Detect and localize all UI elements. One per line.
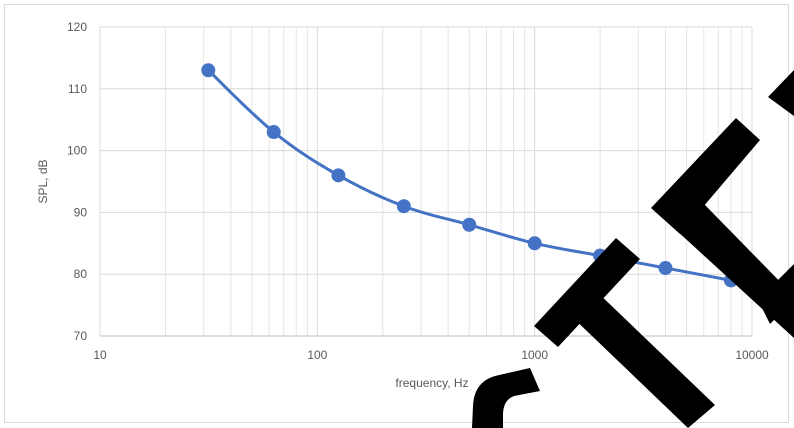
x-tick-label: 10000 [735,348,769,362]
grid [99,26,753,336]
tick-labels: 10 100 1000 10000 70 80 90 100 110 120 [67,20,769,362]
watermark-stroke [676,204,794,338]
x-tick-label: 1000 [521,348,548,362]
data-point [527,236,542,251]
data-point [396,199,411,214]
y-axis-title: SPL, dB [36,159,50,203]
x-tick-label: 10 [93,348,107,362]
watermark-stroke [651,118,760,234]
y-tick-label: 80 [74,267,88,281]
y-tick-label: 110 [68,82,87,96]
x-axis-title: frequency, Hz [395,376,468,390]
y-tick-label: 90 [74,205,88,219]
y-tick-label: 120 [67,20,87,34]
y-tick-label: 100 [67,144,87,158]
watermark-stroke [534,238,640,347]
y-tick-label: 70 [74,329,88,343]
watermark-strokes [472,70,794,428]
x-tick-label: 100 [307,348,327,362]
data-point [462,217,477,232]
watermark-stroke [472,368,540,428]
data-point [201,63,216,78]
watermark-stroke [758,264,794,324]
watermark-stroke [567,290,715,428]
data-point [658,261,673,276]
data-point [331,168,346,183]
data-point [266,125,281,140]
watermark-stroke [768,70,794,116]
